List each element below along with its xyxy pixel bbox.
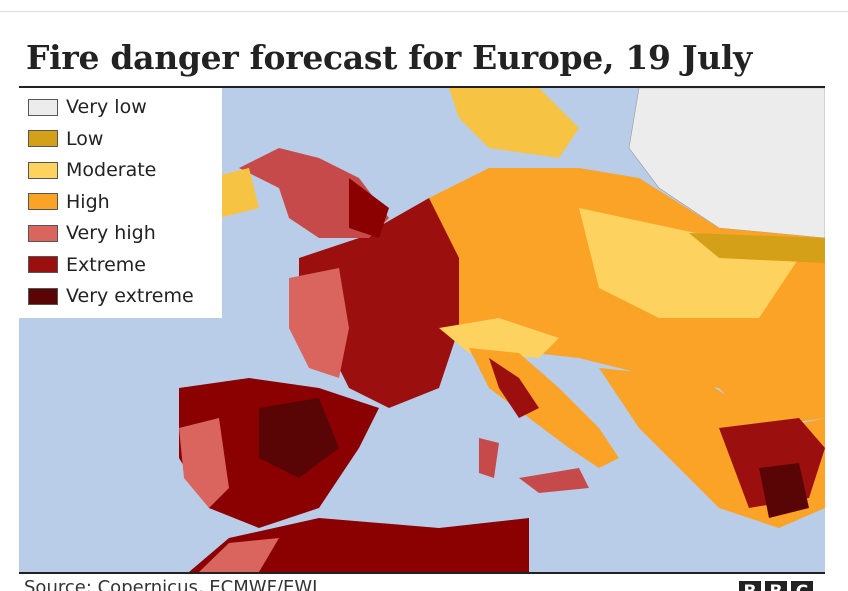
logo-letter: B <box>765 581 787 591</box>
legend-swatch <box>28 161 58 179</box>
legend-item: Very high <box>28 221 156 245</box>
legend-swatch <box>28 98 58 116</box>
logo-letter: C <box>791 581 813 591</box>
legend-label: Very extreme <box>66 285 194 307</box>
divider <box>19 86 825 88</box>
logo-letter: B <box>739 581 761 591</box>
title: Fire danger forecast for Europe, 19 July <box>26 38 753 77</box>
legend-swatch <box>28 224 58 242</box>
legend-label: Low <box>66 127 104 150</box>
legend-item: Moderate <box>28 158 156 182</box>
legend-item: High <box>28 190 110 214</box>
source-note: Source: Copernicus, ECMWF/EWI <box>24 577 318 591</box>
legend-label: Very low <box>66 96 147 118</box>
legend-label: Moderate <box>66 159 157 181</box>
legend-swatch <box>28 256 58 273</box>
legend-label: High <box>66 190 110 213</box>
divider <box>0 11 848 12</box>
logo: BBC <box>739 581 813 591</box>
legend-item: Very extreme <box>28 284 194 308</box>
legend-item: Very low <box>28 95 147 119</box>
legend-item: Extreme <box>28 253 146 277</box>
legend-swatch <box>28 130 58 147</box>
legend-swatch <box>28 193 58 210</box>
legend: Very low Low Moderate High Very high Extreme V… <box>19 88 222 318</box>
divider <box>19 572 825 574</box>
legend-swatch <box>28 287 58 305</box>
legend-label: Very high <box>66 222 156 244</box>
legend-label: Extreme <box>66 253 146 276</box>
map <box>19 88 825 572</box>
legend-item: Low <box>28 127 103 151</box>
